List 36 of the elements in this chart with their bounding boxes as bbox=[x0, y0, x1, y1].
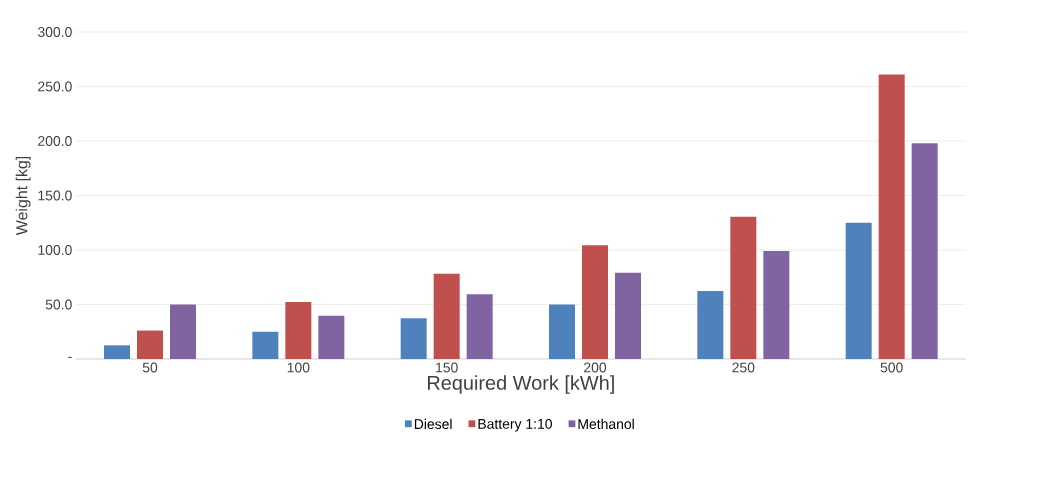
y-tick-label: 200.0 bbox=[38, 136, 72, 146]
bar bbox=[763, 251, 790, 359]
y-tick-label: 50.0 bbox=[45, 299, 72, 310]
bar bbox=[318, 315, 345, 359]
y-tick-label: 300.0 bbox=[37, 27, 72, 37]
bar bbox=[878, 74, 905, 359]
legend-label: Diesel bbox=[414, 418, 452, 430]
bar bbox=[549, 304, 575, 359]
x-axis-title: Required Work [kWh] bbox=[427, 375, 614, 394]
bar bbox=[466, 294, 493, 359]
y-tick-label: 250.0 bbox=[38, 81, 72, 92]
x-tick-label: 200 bbox=[584, 362, 607, 373]
bar bbox=[845, 222, 872, 359]
legend-label: Battery 1:10 bbox=[478, 418, 552, 432]
x-tick-label: 250 bbox=[732, 362, 755, 373]
bar bbox=[911, 143, 938, 359]
x-tick-label: 150 bbox=[436, 362, 458, 373]
bar bbox=[285, 302, 312, 359]
y-axis-title: Weight [kg] bbox=[15, 156, 31, 236]
bar bbox=[400, 318, 427, 359]
bar bbox=[104, 345, 130, 359]
bar bbox=[252, 331, 279, 359]
bar bbox=[433, 273, 460, 359]
bar bbox=[697, 290, 724, 359]
x-tick-label: 50 bbox=[142, 362, 158, 373]
x-tick-label: 100 bbox=[287, 362, 310, 373]
y-tick-label: - bbox=[68, 356, 72, 358]
x-tick-label: 500 bbox=[880, 362, 903, 373]
bar bbox=[170, 304, 196, 359]
y-tick-label: 100.0 bbox=[38, 245, 72, 255]
bar bbox=[582, 245, 609, 359]
bar bbox=[137, 330, 163, 359]
legend-label: Methanol bbox=[578, 418, 634, 430]
bar bbox=[615, 272, 642, 359]
y-tick-label: 150.0 bbox=[38, 190, 72, 201]
bar bbox=[730, 216, 757, 359]
